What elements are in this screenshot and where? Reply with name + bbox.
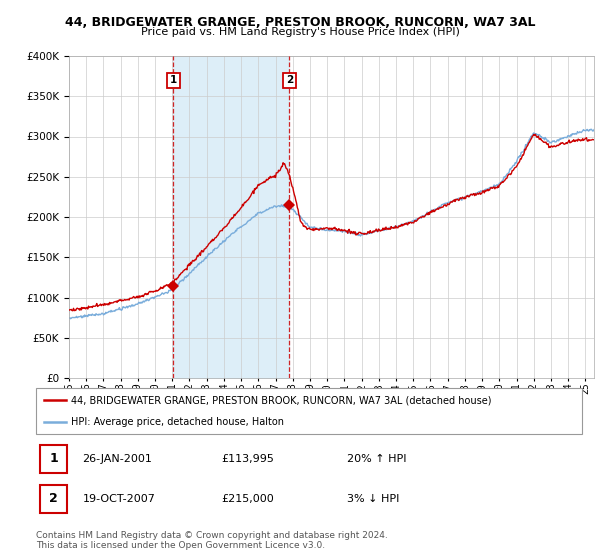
Text: 2: 2 [286, 75, 293, 85]
Text: 20% ↑ HPI: 20% ↑ HPI [347, 454, 407, 464]
Text: 44, BRIDGEWATER GRANGE, PRESTON BROOK, RUNCORN, WA7 3AL: 44, BRIDGEWATER GRANGE, PRESTON BROOK, R… [65, 16, 535, 29]
Text: 44, BRIDGEWATER GRANGE, PRESTON BROOK, RUNCORN, WA7 3AL (detached house): 44, BRIDGEWATER GRANGE, PRESTON BROOK, R… [71, 395, 492, 405]
Text: 3% ↓ HPI: 3% ↓ HPI [347, 493, 400, 503]
Text: £215,000: £215,000 [221, 493, 274, 503]
Text: Contains HM Land Registry data © Crown copyright and database right 2024.
This d: Contains HM Land Registry data © Crown c… [36, 531, 388, 550]
Text: 26-JAN-2001: 26-JAN-2001 [82, 454, 152, 464]
FancyBboxPatch shape [40, 445, 67, 473]
Text: 19-OCT-2007: 19-OCT-2007 [82, 493, 155, 503]
Text: 2: 2 [49, 492, 58, 505]
Text: Price paid vs. HM Land Registry's House Price Index (HPI): Price paid vs. HM Land Registry's House … [140, 27, 460, 37]
Text: 1: 1 [49, 452, 58, 465]
Text: £113,995: £113,995 [221, 454, 275, 464]
FancyBboxPatch shape [36, 388, 582, 434]
FancyBboxPatch shape [40, 485, 67, 512]
Text: HPI: Average price, detached house, Halton: HPI: Average price, detached house, Halt… [71, 417, 284, 427]
Text: 1: 1 [170, 75, 177, 85]
